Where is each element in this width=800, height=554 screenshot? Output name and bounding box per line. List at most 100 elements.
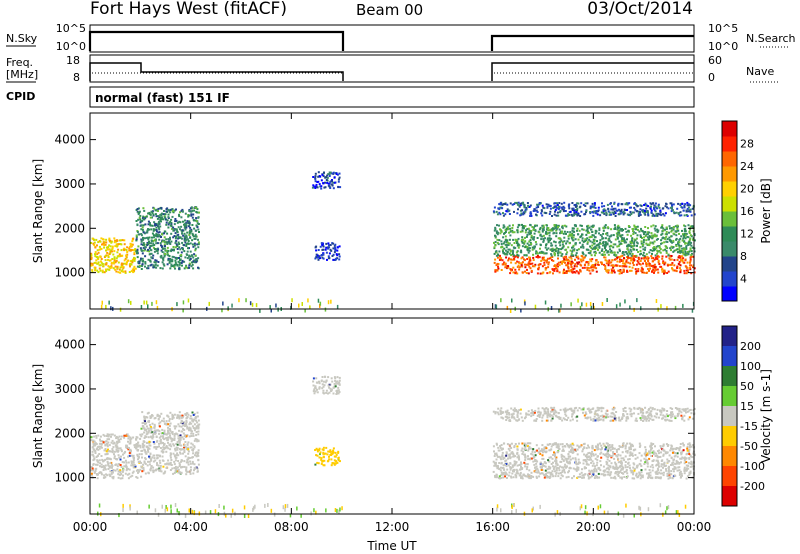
data-cell <box>144 462 147 465</box>
data-cell <box>534 225 536 228</box>
data-cell <box>100 258 103 260</box>
data-cell <box>560 206 563 209</box>
data-cell <box>128 447 130 449</box>
data-cell <box>115 446 118 449</box>
data-cell <box>655 245 658 248</box>
data-cell <box>176 448 179 451</box>
data-cell <box>524 208 527 211</box>
data-cell <box>323 452 326 455</box>
data-cell <box>626 244 629 247</box>
data-cell <box>612 465 615 468</box>
data-cell <box>496 455 499 458</box>
data-cell <box>176 231 179 234</box>
data-cell <box>514 246 517 249</box>
data-cell <box>323 464 326 467</box>
data-cell <box>129 248 132 251</box>
data-cell <box>529 232 532 235</box>
data-cell <box>137 233 140 236</box>
data-cell <box>548 237 551 240</box>
data-cell <box>160 249 163 252</box>
data-cell <box>551 227 554 230</box>
data-cell <box>161 455 164 458</box>
data-cell <box>657 205 660 208</box>
data-cell <box>566 251 569 254</box>
noise-tick-lo-right: 10^0 <box>708 40 738 53</box>
data-cell <box>334 246 336 249</box>
data-cell <box>111 245 114 248</box>
data-cell <box>304 308 306 313</box>
data-cell <box>113 257 116 260</box>
data-cell <box>188 259 191 262</box>
data-cell <box>336 382 339 385</box>
data-cell <box>540 238 543 241</box>
data-cell <box>135 236 138 238</box>
data-cell <box>617 224 620 227</box>
data-cell <box>138 216 141 219</box>
data-cell <box>587 230 589 233</box>
data-cell <box>599 460 602 463</box>
data-cell <box>655 257 657 260</box>
data-cell <box>108 466 111 469</box>
data-cell <box>108 248 111 251</box>
data-cell <box>641 209 644 212</box>
data-cell <box>543 258 546 261</box>
data-cell <box>151 301 153 306</box>
data-cell <box>140 465 143 468</box>
data-cell <box>157 429 160 432</box>
data-cell <box>108 450 111 453</box>
data-cell <box>189 446 192 449</box>
data-cell <box>174 246 177 249</box>
data-cell <box>516 203 519 206</box>
data-cell <box>568 270 571 273</box>
data-cell <box>155 224 158 226</box>
data-cell <box>542 225 545 228</box>
data-cell <box>617 231 620 234</box>
data-cell <box>662 260 665 263</box>
data-cell <box>183 435 186 438</box>
data-cell <box>159 255 162 258</box>
data-cell <box>565 257 568 260</box>
colorbar-segment <box>722 121 737 137</box>
data-cell <box>188 214 191 217</box>
data-cell <box>673 468 676 470</box>
data-cell <box>654 265 657 268</box>
data-cell <box>161 251 164 253</box>
data-cell <box>142 469 145 472</box>
data-cell <box>610 264 613 267</box>
data-cell <box>664 261 667 264</box>
data-cell <box>548 231 551 234</box>
data-cell <box>179 422 182 425</box>
data-cell <box>322 182 325 185</box>
data-cell <box>175 235 177 238</box>
data-cell <box>639 259 642 262</box>
data-cell <box>197 426 200 429</box>
data-cell <box>165 433 168 436</box>
data-cell <box>171 431 173 434</box>
data-cell <box>166 219 169 222</box>
data-cell <box>106 474 109 477</box>
data-cell <box>185 236 188 239</box>
data-cell <box>326 258 328 261</box>
data-cell <box>688 267 691 270</box>
data-cell <box>555 206 558 209</box>
data-cell <box>163 438 166 441</box>
data-cell <box>651 214 654 217</box>
data-cell <box>541 258 544 261</box>
data-cell <box>111 471 114 473</box>
data-cell <box>139 437 142 440</box>
data-cell <box>334 385 337 388</box>
data-cell <box>589 205 592 208</box>
data-cell <box>147 431 150 434</box>
data-cell <box>546 238 549 241</box>
data-cell <box>623 253 626 256</box>
data-cell <box>538 266 540 269</box>
data-cell <box>576 476 579 479</box>
data-cell <box>188 209 191 212</box>
data-cell <box>538 202 541 204</box>
data-cell <box>513 210 515 213</box>
data-cell <box>323 171 325 174</box>
data-cell <box>553 240 556 243</box>
data-cell <box>193 469 195 472</box>
data-cell <box>180 229 183 232</box>
data-cell <box>159 213 162 216</box>
